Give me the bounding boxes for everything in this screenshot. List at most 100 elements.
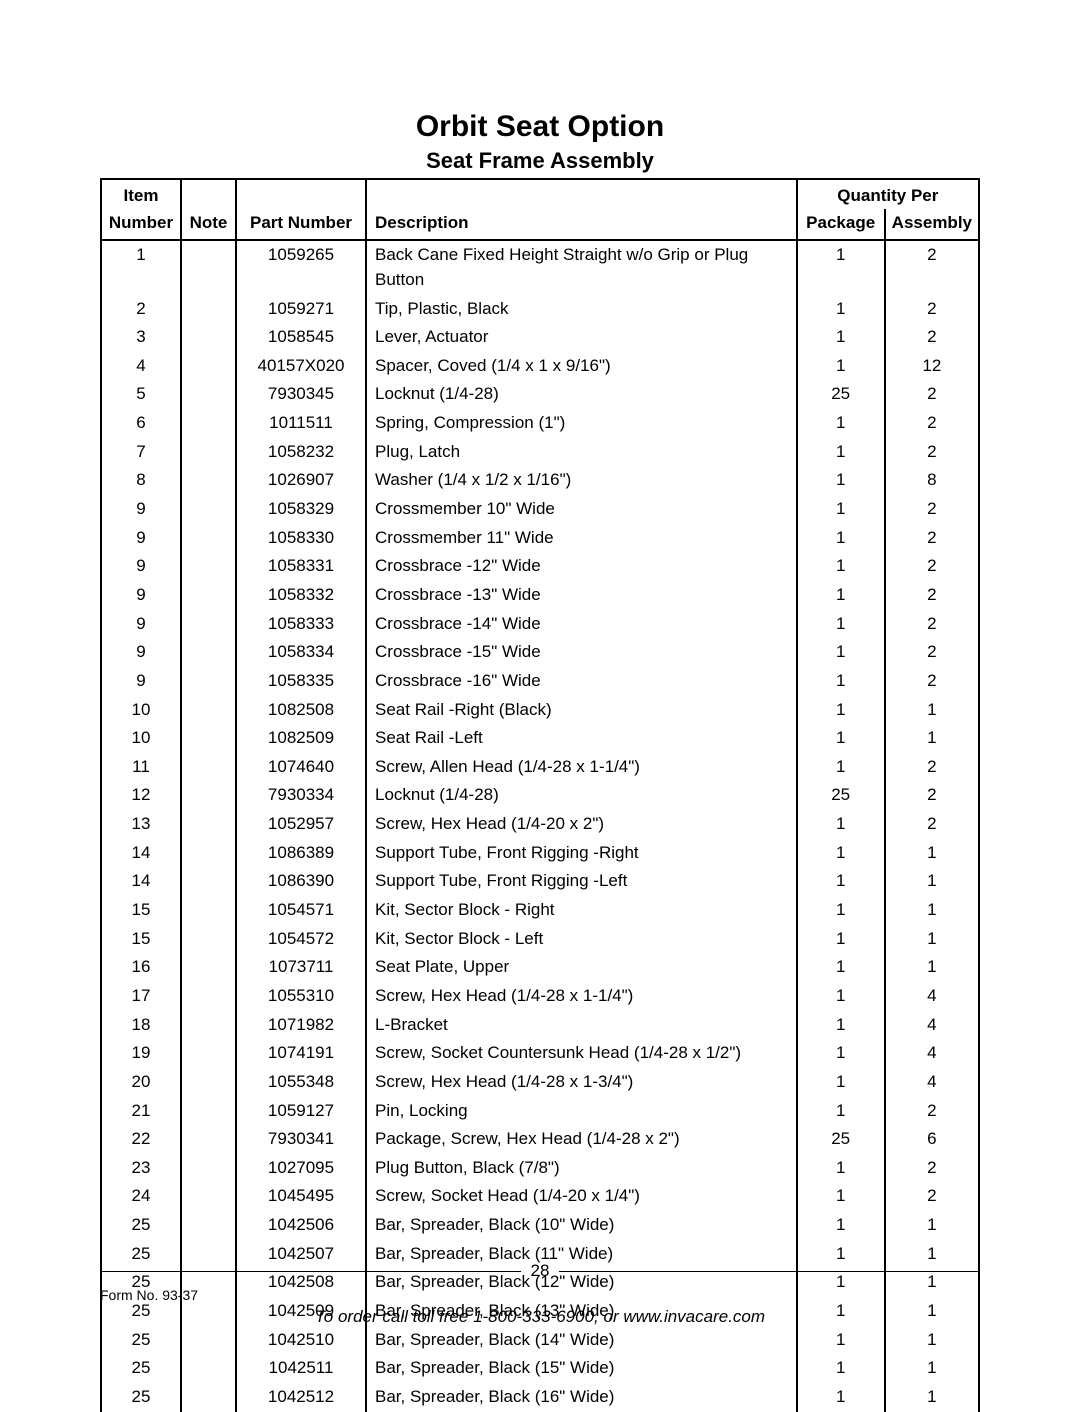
cell-part: 1059127 [236, 1097, 366, 1126]
table-row: 211059127Pin, Locking12 [101, 1097, 979, 1126]
cell-item: 9 [101, 638, 181, 667]
order-info: To order call toll free 1-800-333-6900, … [100, 1307, 980, 1327]
table-row: 91058333Crossbrace -14" Wide12 [101, 610, 979, 639]
cell-item: 9 [101, 524, 181, 553]
cell-desc: Kit, Sector Block - Left [366, 925, 797, 954]
cell-note [181, 352, 236, 381]
cell-desc: Screw, Allen Head (1/4-28 x 1-1/4") [366, 753, 797, 782]
cell-assembly: 2 [885, 438, 979, 467]
cell-part: 1086389 [236, 839, 366, 868]
cell-desc: Crossbrace -14" Wide [366, 610, 797, 639]
table-row: 201055348Screw, Hex Head (1/4-28 x 1-3/4… [101, 1068, 979, 1097]
cell-part: 1042511 [236, 1354, 366, 1383]
table-row: 141086389Support Tube, Front Rigging -Ri… [101, 839, 979, 868]
cell-part: 1082508 [236, 696, 366, 725]
table-row: 171055310Screw, Hex Head (1/4-28 x 1-1/4… [101, 982, 979, 1011]
cell-note [181, 409, 236, 438]
cell-assembly: 8 [885, 466, 979, 495]
cell-note [181, 982, 236, 1011]
cell-part: 1058330 [236, 524, 366, 553]
cell-desc: Washer (1/4 x 1/2 x 1/16") [366, 466, 797, 495]
cell-item: 22 [101, 1125, 181, 1154]
table-row: 227930341Package, Screw, Hex Head (1/4-2… [101, 1125, 979, 1154]
table-row: 31058545Lever, Actuator12 [101, 323, 979, 352]
cell-assembly: 1 [885, 1211, 979, 1240]
cell-desc: Bar, Spreader, Black (16" Wide) [366, 1383, 797, 1412]
cell-note [181, 1125, 236, 1154]
cell-assembly: 2 [885, 581, 979, 610]
table-row: 81026907Washer (1/4 x 1/2 x 1/16")18 [101, 466, 979, 495]
cell-item: 9 [101, 552, 181, 581]
cell-assembly: 4 [885, 1039, 979, 1068]
table-row: 141086390Support Tube, Front Rigging -Le… [101, 867, 979, 896]
cell-part: 1042512 [236, 1383, 366, 1412]
cell-item: 15 [101, 896, 181, 925]
cell-assembly: 1 [885, 724, 979, 753]
cell-part: 1042510 [236, 1326, 366, 1355]
col-part: Part Number [236, 209, 366, 241]
cell-item: 14 [101, 839, 181, 868]
table-row: 251042512Bar, Spreader, Black (16" Wide)… [101, 1383, 979, 1412]
cell-package: 1 [797, 1097, 885, 1126]
cell-note [181, 323, 236, 352]
table-row: 191074191Screw, Socket Countersunk Head … [101, 1039, 979, 1068]
cell-package: 1 [797, 581, 885, 610]
cell-item: 10 [101, 696, 181, 725]
cell-assembly: 2 [885, 810, 979, 839]
cell-item: 14 [101, 867, 181, 896]
table-row: 57930345Locknut (1/4-28)252 [101, 380, 979, 409]
cell-assembly: 1 [885, 1354, 979, 1383]
cell-item: 9 [101, 495, 181, 524]
col-desc-top [366, 179, 797, 209]
cell-package: 1 [797, 696, 885, 725]
cell-desc: Tip, Plastic, Black [366, 295, 797, 324]
table-row: 91058330Crossmember 11" Wide12 [101, 524, 979, 553]
cell-desc: Spacer, Coved (1/4 x 1 x 9/16") [366, 352, 797, 381]
cell-note [181, 753, 236, 782]
table-row: 251042511Bar, Spreader, Black (15" Wide)… [101, 1354, 979, 1383]
cell-desc: Spring, Compression (1") [366, 409, 797, 438]
table-row: 101082509Seat Rail -Left11 [101, 724, 979, 753]
cell-part: 1058335 [236, 667, 366, 696]
cell-part: 1074640 [236, 753, 366, 782]
cell-part: 1042506 [236, 1211, 366, 1240]
table-row: 101082508Seat Rail -Right (Black)11 [101, 696, 979, 725]
cell-desc: Locknut (1/4-28) [366, 781, 797, 810]
table-row: 241045495Screw, Socket Head (1/4-20 x 1/… [101, 1182, 979, 1211]
table-row: 71058232Plug, Latch12 [101, 438, 979, 467]
cell-desc: Lever, Actuator [366, 323, 797, 352]
cell-assembly: 2 [885, 753, 979, 782]
cell-assembly: 2 [885, 781, 979, 810]
cell-assembly: 12 [885, 352, 979, 381]
cell-item: 11 [101, 753, 181, 782]
cell-part: 1054571 [236, 896, 366, 925]
cell-assembly: 2 [885, 295, 979, 324]
cell-assembly: 2 [885, 409, 979, 438]
cell-desc: Back Cane Fixed Height Straight w/o Grip… [366, 240, 797, 294]
cell-package: 1 [797, 409, 885, 438]
cell-desc: Crossbrace -12" Wide [366, 552, 797, 581]
cell-note [181, 810, 236, 839]
col-desc: Description [366, 209, 797, 241]
cell-part: 1059265 [236, 240, 366, 294]
table-head: Item Quantity Per Number Note Part Numbe… [101, 179, 979, 240]
cell-item: 2 [101, 295, 181, 324]
cell-package: 1 [797, 1011, 885, 1040]
cell-note [181, 1154, 236, 1183]
cell-part: 7930341 [236, 1125, 366, 1154]
cell-desc: Seat Rail -Left [366, 724, 797, 753]
cell-assembly: 4 [885, 1068, 979, 1097]
cell-item: 8 [101, 466, 181, 495]
table-row: 1 1059265Back Cane Fixed Height Straight … [101, 240, 979, 294]
rule-right [559, 1271, 980, 1272]
parts-table: Item Quantity Per Number Note Part Numbe… [100, 178, 980, 1412]
cell-item: 3 [101, 323, 181, 352]
cell-package: 1 [797, 1068, 885, 1097]
cell-note [181, 295, 236, 324]
cell-package: 1 [797, 240, 885, 294]
table-row: 91058329Crossmember 10" Wide12 [101, 495, 979, 524]
cell-assembly: 1 [885, 839, 979, 868]
table-body: 1 1059265Back Cane Fixed Height Straight … [101, 240, 979, 1411]
cell-desc: Locknut (1/4-28) [366, 380, 797, 409]
cell-desc: Crossbrace -13" Wide [366, 581, 797, 610]
